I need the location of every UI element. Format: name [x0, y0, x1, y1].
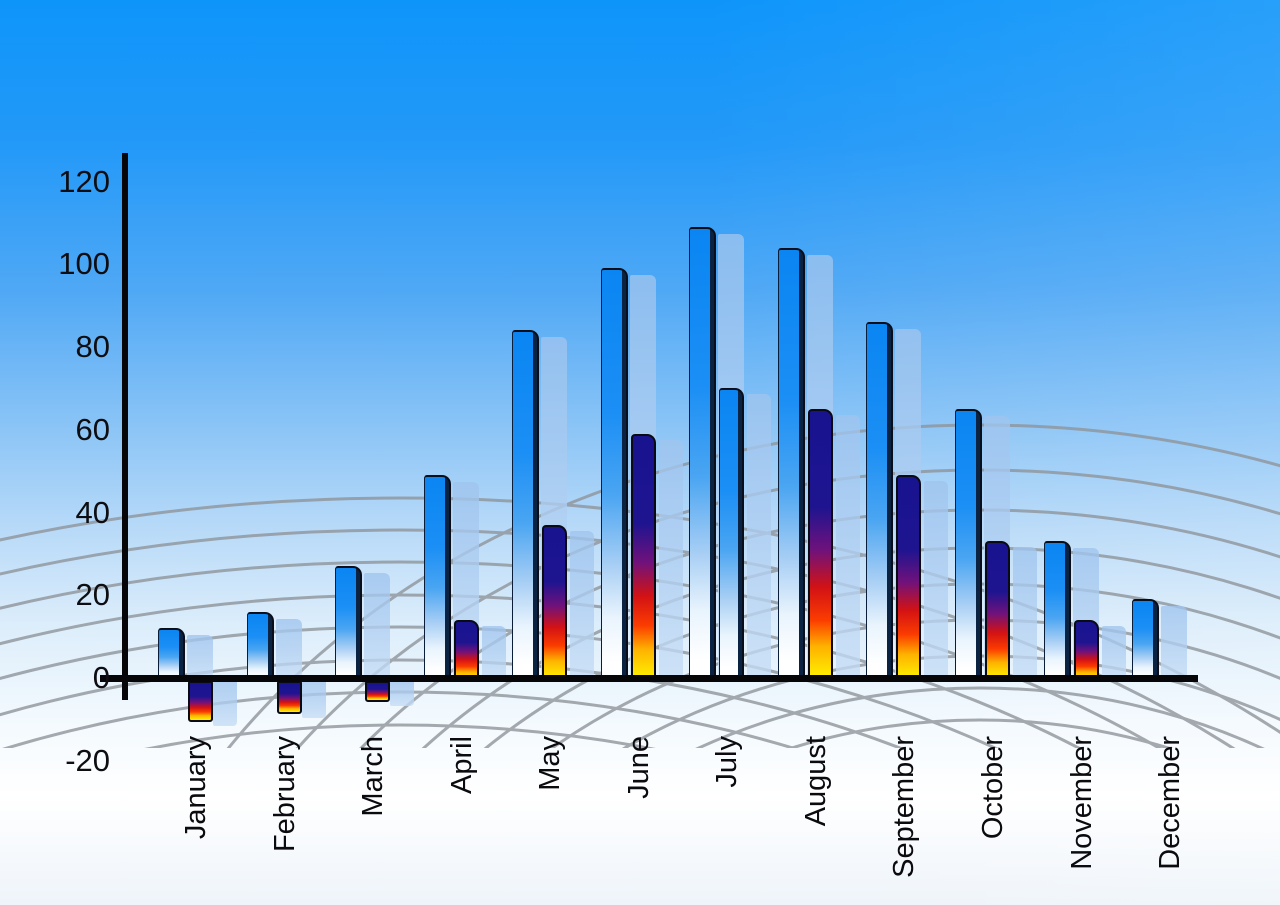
secondary-bar-november — [1073, 620, 1099, 679]
secondary-bar-shadow-august — [835, 415, 860, 680]
bar-main-october — [954, 409, 982, 679]
secondary-bar-october — [984, 541, 1010, 679]
y-axis-line — [122, 153, 128, 700]
secondary-bar-shadow-may — [570, 530, 595, 680]
secondary-bar-august — [807, 409, 833, 679]
bar-main-july — [689, 227, 717, 679]
secondary-bar-shadow-april — [481, 626, 506, 680]
secondary-bar-september — [896, 475, 922, 679]
bar-main-january — [158, 628, 185, 679]
y-tick-40: 40 — [75, 494, 110, 530]
y-tick-20: 20 — [75, 577, 110, 613]
bar-main-february — [246, 611, 274, 679]
y-tick--20: -20 — [65, 742, 110, 778]
y-tick-100: 100 — [58, 246, 110, 282]
secondary-bar-april — [453, 620, 479, 679]
secondary-bar-january — [188, 681, 213, 723]
month-label-november: November — [1065, 736, 1098, 870]
secondary-bar-may — [542, 524, 568, 679]
month-label-july: July — [711, 736, 744, 788]
bar-shadow-march — [364, 573, 391, 680]
secondary-bar-shadow-october — [1012, 547, 1037, 680]
bar-shadow-february — [275, 618, 302, 680]
bar-main-september — [866, 322, 894, 679]
y-tick-120: 120 — [58, 163, 110, 199]
y-tick-0: 0 — [92, 660, 110, 695]
bar-main-may — [512, 330, 540, 679]
y-tick-80: 80 — [75, 329, 110, 364]
bar-main-november — [1043, 541, 1071, 679]
secondary-bar-shadow-march — [390, 681, 415, 706]
bar-main-june — [600, 268, 628, 679]
secondary-bar-shadow-january — [213, 681, 237, 727]
month-label-october: October — [976, 736, 1009, 840]
secondary-bar-june — [630, 433, 656, 679]
secondary-bar-shadow-february — [301, 681, 326, 719]
secondary-bar-shadow-september — [924, 481, 949, 680]
month-label-august: August — [799, 736, 832, 827]
y-tick-60: 60 — [75, 411, 110, 447]
month-label-may: May — [534, 736, 567, 791]
secondary-bar-shadow-november — [1101, 626, 1126, 680]
bar-main-march — [335, 566, 363, 679]
month-label-february: February — [268, 736, 301, 853]
bar-main-december — [1132, 599, 1160, 679]
secondary-bar-shadow-june — [658, 439, 683, 680]
month-label-january: January — [180, 736, 212, 840]
secondary-bar-march — [365, 681, 391, 702]
month-label-march: March — [357, 736, 390, 817]
month-label-december: December — [1154, 736, 1187, 870]
bar-main-april — [423, 475, 451, 679]
month-label-september: September — [888, 736, 921, 878]
secondary-bar-july — [719, 388, 745, 679]
secondary-bar-shadow-july — [747, 394, 772, 680]
bar-main-august — [777, 247, 805, 679]
bar-shadow-january — [187, 635, 213, 680]
month-label-april: April — [445, 736, 478, 795]
x-axis-line — [100, 675, 1198, 682]
secondary-bar-february — [276, 681, 302, 715]
month-label-june: June — [622, 736, 655, 799]
bar-shadow-december — [1161, 606, 1188, 680]
